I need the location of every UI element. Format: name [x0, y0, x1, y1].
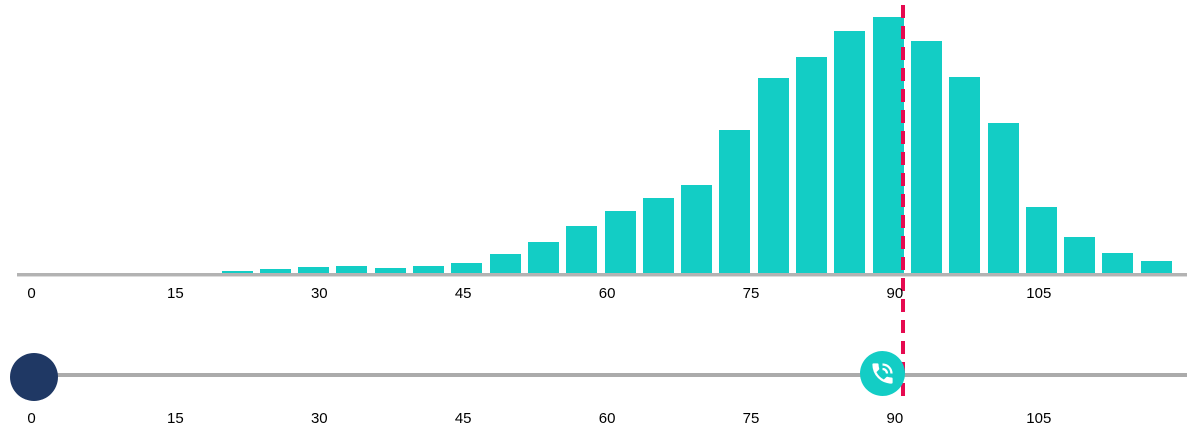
tick-label-slider: 45: [454, 410, 472, 427]
histogram-bar: [910, 41, 942, 275]
slider-handle-start[interactable]: [10, 353, 58, 401]
tick-label-histogram: 75: [742, 285, 760, 302]
histogram-bar: [298, 267, 330, 275]
histogram-bar: [489, 254, 521, 275]
tick-label-histogram: 15: [167, 285, 184, 302]
histogram-bar: [604, 211, 636, 275]
histogram-bar: [1064, 237, 1096, 275]
tick-label-slider: 90: [886, 410, 904, 427]
tick-label-histogram: 105: [1026, 285, 1052, 302]
phone-ringing-icon: [869, 360, 896, 387]
histogram-bar: [336, 266, 368, 275]
tick-label-slider: 75: [742, 410, 760, 427]
tick-label-histogram: 60: [598, 285, 616, 302]
histogram-bar: [757, 78, 789, 275]
histogram-bar: [1102, 253, 1134, 275]
histogram-bar: [1140, 261, 1172, 275]
target-marker-line: [901, 5, 905, 398]
slider-handle-phone[interactable]: [860, 351, 905, 396]
histogram-bar: [1025, 207, 1057, 275]
histogram-bar: [527, 242, 559, 275]
histogram-baseline: [17, 273, 1187, 277]
histogram-bar: [259, 269, 291, 275]
histogram-bar: [719, 130, 751, 275]
histogram-bar: [949, 77, 981, 275]
histogram-bar: [796, 57, 827, 275]
histogram-bar: [413, 266, 444, 275]
tick-label-slider: 30: [310, 410, 328, 427]
tick-label-slider: 105: [1026, 410, 1052, 427]
histogram-bar: [451, 263, 483, 275]
tick-label-slider: 60: [598, 410, 616, 427]
tick-label-histogram: 90: [886, 285, 904, 302]
histogram-bar: [374, 268, 406, 275]
histogram-bar: [872, 17, 904, 275]
tick-label-slider: 15: [167, 410, 184, 427]
histogram-bar: [566, 226, 598, 275]
tick-label-histogram: 45: [454, 285, 472, 302]
slider-track[interactable]: [14, 373, 1187, 377]
histogram-bar: [681, 185, 713, 275]
histogram-bar: [987, 123, 1019, 275]
tick-label-slider: 0: [27, 410, 36, 427]
tick-label-histogram: 0: [27, 285, 36, 302]
tick-label-histogram: 30: [310, 285, 328, 302]
histogram-bar: [642, 198, 674, 275]
histogram-bar: [834, 31, 866, 275]
